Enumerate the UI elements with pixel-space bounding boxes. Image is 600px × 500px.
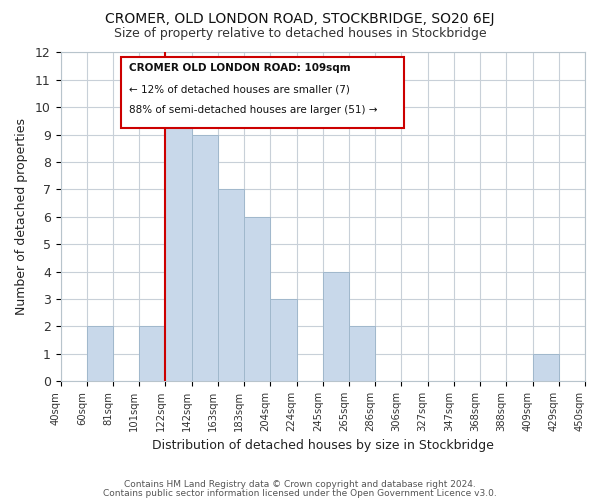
Bar (166, 108, 191, 381)
Text: Size of property relative to detached houses in Stockbridge: Size of property relative to detached ho… (113, 28, 487, 40)
Bar (349, 326, 375, 381)
Bar (323, 272, 349, 381)
Text: Contains public sector information licensed under the Open Government Licence v3: Contains public sector information licen… (103, 488, 497, 498)
Bar (87, 326, 113, 381)
Bar (218, 190, 244, 381)
Bar (533, 354, 559, 381)
Bar (191, 134, 218, 381)
Bar (271, 299, 296, 381)
FancyBboxPatch shape (121, 58, 404, 128)
X-axis label: Distribution of detached houses by size in Stockbridge: Distribution of detached houses by size … (152, 440, 494, 452)
Text: Contains HM Land Registry data © Crown copyright and database right 2024.: Contains HM Land Registry data © Crown c… (124, 480, 476, 489)
Text: 88% of semi-detached houses are larger (51) →: 88% of semi-detached houses are larger (… (129, 104, 377, 115)
Y-axis label: Number of detached properties: Number of detached properties (15, 118, 28, 316)
Text: CROMER, OLD LONDON ROAD, STOCKBRIDGE, SO20 6EJ: CROMER, OLD LONDON ROAD, STOCKBRIDGE, SO… (105, 12, 495, 26)
Bar (244, 217, 271, 381)
Text: CROMER OLD LONDON ROAD: 109sqm: CROMER OLD LONDON ROAD: 109sqm (129, 64, 350, 74)
Bar (139, 326, 166, 381)
Text: ← 12% of detached houses are smaller (7): ← 12% of detached houses are smaller (7) (129, 84, 350, 94)
